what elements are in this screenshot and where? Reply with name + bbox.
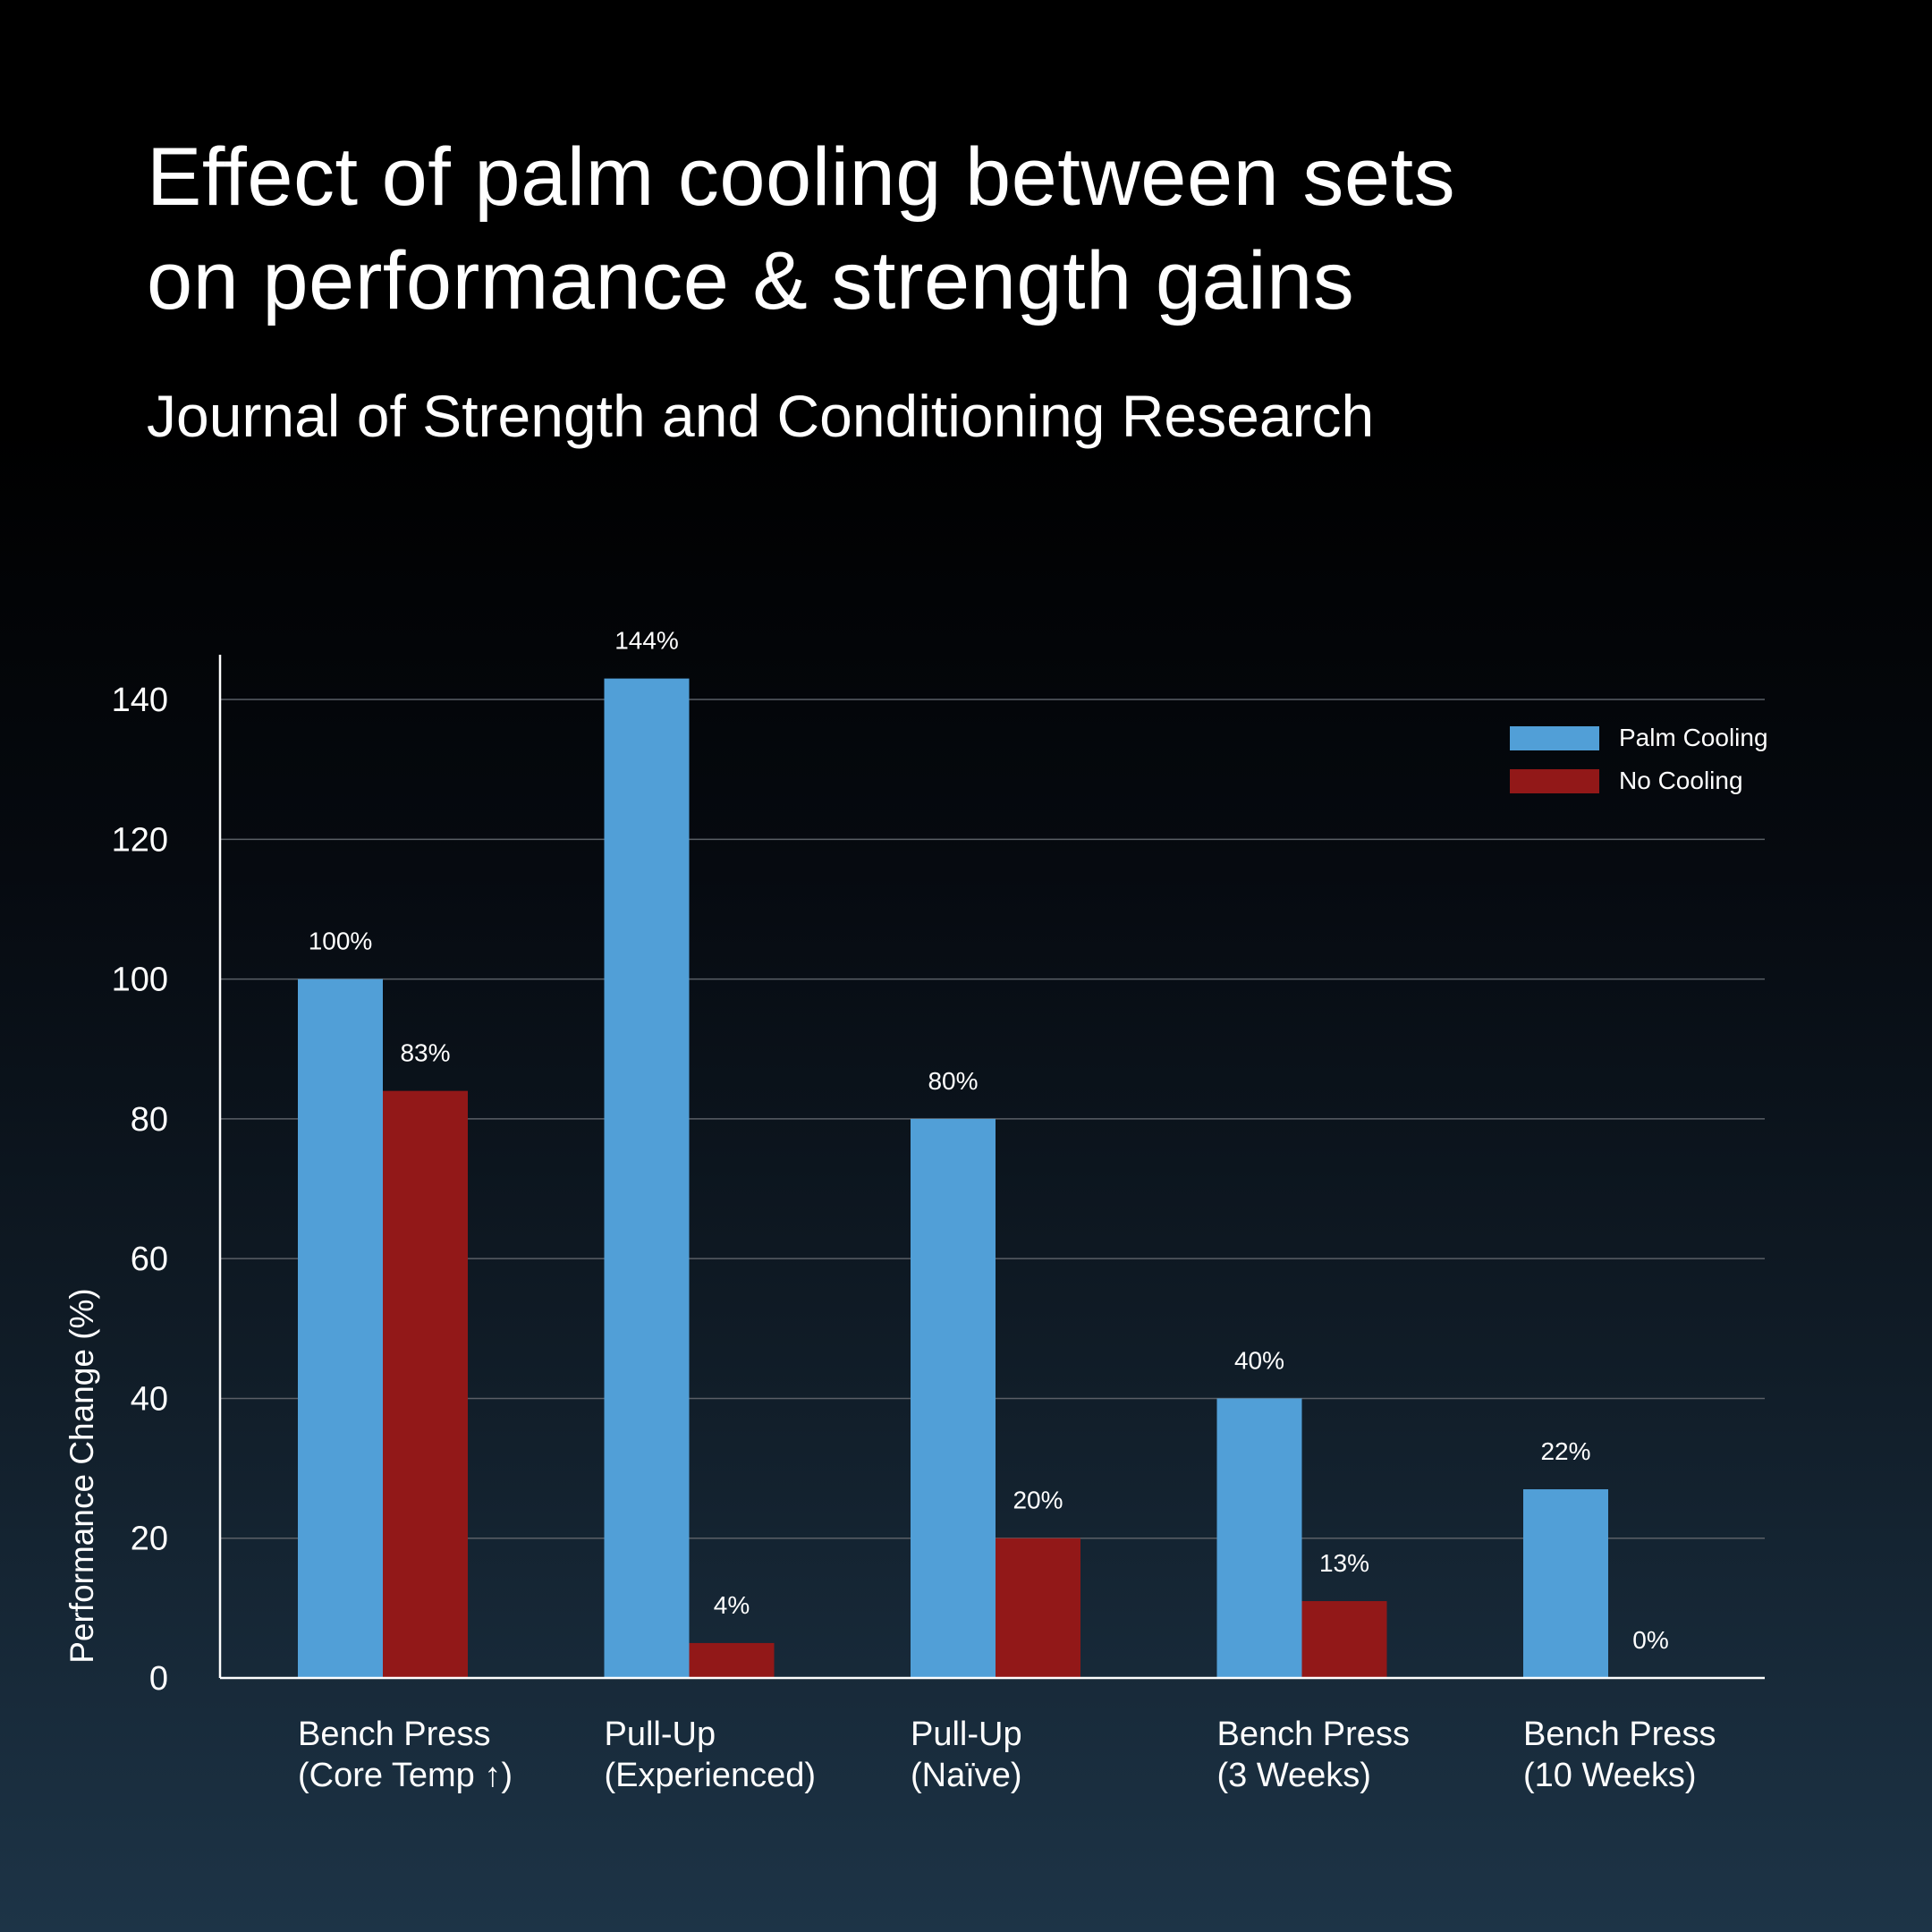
chart-subtitle: Journal of Strength and Conditioning Res… <box>147 383 1375 449</box>
x-category-label: Pull-Up (Experienced) <box>605 1714 891 1796</box>
y-axis-title: Performance Change (%) <box>64 1288 100 1664</box>
y-tick-label: 100 <box>112 962 168 999</box>
legend-label-palm-cooling: Palm Cooling <box>1619 724 1768 751</box>
x-category-label-line-2: (Experienced) <box>604 1757 817 1794</box>
bar-palm-cooling <box>1523 1489 1608 1678</box>
axes: 0 20 40 60 80 100 120 140 Performance Change (%) <box>64 655 1765 1698</box>
y-tick-label: 0 <box>149 1660 168 1698</box>
x-category-label-line-1: Pull-Up <box>911 1716 1022 1753</box>
bar-palm-cooling <box>911 1118 996 1678</box>
y-tick-label: 40 <box>131 1380 168 1418</box>
bar-value-label: 80% <box>928 1067 978 1095</box>
data-labels: 100% 144% 80% 40% 22% 83% 4% 20% 13% 0% <box>309 627 1669 1654</box>
y-tick-label: 20 <box>131 1521 168 1558</box>
bar-no-cooling <box>996 1538 1080 1678</box>
x-category-label: Bench Press (3 Weeks) <box>1217 1714 1504 1796</box>
x-category-label-line-2: (Core Temp ↑) <box>298 1757 513 1794</box>
y-tick-label: 120 <box>112 821 168 859</box>
legend-swatch-palm-cooling <box>1510 725 1599 750</box>
x-category-label-line-1: Bench Press <box>1523 1716 1716 1753</box>
x-category-label-line-1: Bench Press <box>298 1716 491 1753</box>
bar-value-label: 22% <box>1540 1437 1590 1465</box>
bar-value-label: 144% <box>614 627 679 655</box>
bar-palm-cooling <box>1216 1398 1302 1678</box>
bar-no-cooling <box>1301 1601 1387 1678</box>
bar-value-label: 4% <box>714 1591 750 1619</box>
bar-no-cooling <box>689 1642 775 1678</box>
x-category-label: Bench Press (Core Temp ↑) <box>298 1714 584 1796</box>
bar-value-label: 20% <box>1013 1487 1063 1514</box>
x-category-label-line-2: (3 Weeks) <box>1216 1757 1371 1794</box>
legend-item-no-cooling: No Cooling <box>1510 759 1768 802</box>
x-category-label: Pull-Up (Naïve) <box>911 1714 1197 1796</box>
y-tick-label: 140 <box>112 682 168 719</box>
chart-title-line-2: on performance & strength gains <box>147 235 1355 326</box>
bar-value-label: 100% <box>309 928 373 955</box>
x-category-label-line-1: Pull-Up <box>604 1716 716 1753</box>
bar-value-label: 0% <box>1632 1626 1668 1654</box>
bar-palm-cooling <box>298 979 383 1678</box>
legend-swatch-no-cooling <box>1510 768 1599 793</box>
bar-value-label: 40% <box>1234 1346 1284 1374</box>
x-category-label-line-2: (10 Weeks) <box>1523 1757 1697 1794</box>
title-block: Effect of palm cooling between sets on p… <box>147 125 1846 333</box>
bar-value-label: 13% <box>1319 1549 1369 1577</box>
legend-label-no-cooling: No Cooling <box>1619 767 1743 794</box>
bar-no-cooling <box>383 1090 468 1678</box>
x-category-label: Bench Press (10 Weeks) <box>1523 1714 1809 1796</box>
x-category-label-line-2: (Naïve) <box>911 1757 1022 1794</box>
x-category-label-line-1: Bench Press <box>1216 1716 1410 1753</box>
legend-item-palm-cooling: Palm Cooling <box>1510 716 1768 759</box>
bar-palm-cooling <box>604 678 690 1678</box>
bars <box>298 678 1608 1678</box>
legend: Palm Cooling No Cooling <box>1510 716 1768 802</box>
y-tick-label: 80 <box>131 1101 168 1139</box>
y-tick-label: 60 <box>131 1241 168 1278</box>
chart-title-line-1: Effect of palm cooling between sets <box>147 131 1456 223</box>
bar-value-label: 83% <box>400 1039 450 1067</box>
